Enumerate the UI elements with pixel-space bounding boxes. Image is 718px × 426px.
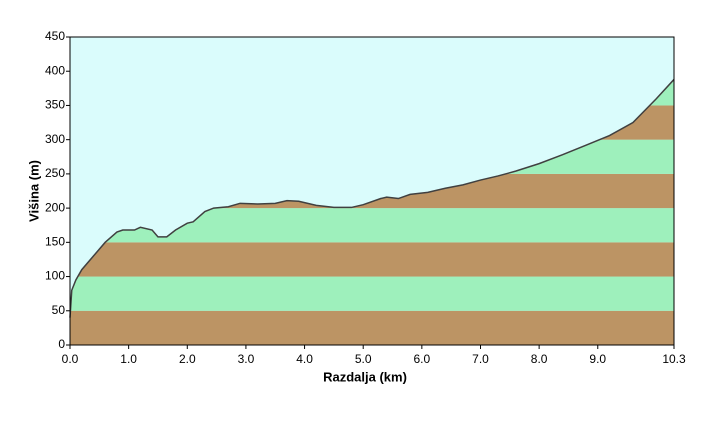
- profile-line: [69, 78, 675, 318]
- y-tick-label: 0: [58, 337, 65, 351]
- y-tick-label: 100: [45, 269, 65, 283]
- y-tick-label: 300: [45, 132, 65, 146]
- band: [70, 276, 674, 311]
- x-axis-label: Razdalja (km): [323, 369, 407, 384]
- y-tick-label: 450: [45, 29, 65, 43]
- y-tick-label: 350: [45, 98, 65, 112]
- x-tick-label: 2.0: [179, 352, 196, 366]
- x-tick-label: 0.0: [62, 352, 79, 366]
- x-tick-label: 8.0: [531, 352, 548, 366]
- y-tick-label: 150: [45, 235, 65, 249]
- y-tick-label: 50: [52, 303, 66, 317]
- x-tick-label: 10.3: [662, 352, 686, 366]
- x-tick-label: 1.0: [120, 352, 137, 366]
- band: [70, 242, 674, 277]
- y-tick-label: 200: [45, 200, 65, 214]
- band: [70, 310, 674, 345]
- x-tick-label: 9.0: [589, 352, 606, 366]
- x-tick-label: 7.0: [472, 352, 489, 366]
- y-tick-label: 400: [45, 63, 65, 77]
- x-tick-label: 6.0: [414, 352, 431, 366]
- x-tick-label: 4.0: [296, 352, 313, 366]
- y-tick-label: 250: [45, 166, 65, 180]
- plot-frame: [69, 36, 675, 346]
- y-axis-label: Višina (m): [26, 160, 41, 222]
- x-tick-label: 5.0: [355, 352, 372, 366]
- x-tick-label: 3.0: [238, 352, 255, 366]
